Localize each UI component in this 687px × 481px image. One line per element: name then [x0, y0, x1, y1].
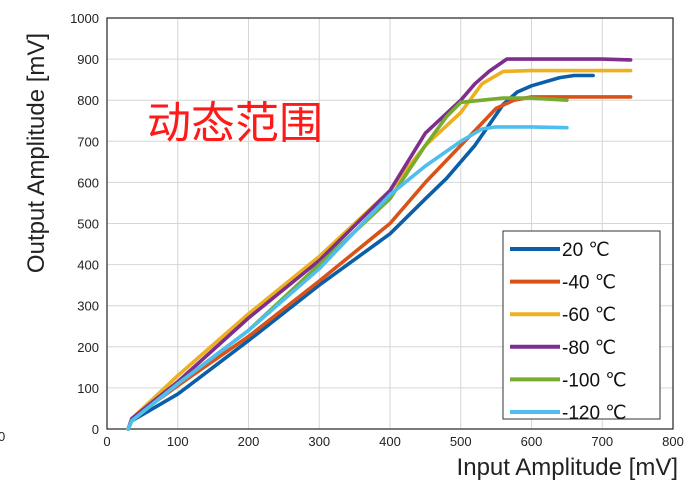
y-tick-label: 300	[77, 299, 99, 314]
y-tick-label: 800	[77, 93, 99, 108]
x-tick-label: 800	[662, 434, 684, 449]
legend-label: 20 ℃	[562, 240, 610, 261]
legend-label: -100 ℃	[562, 370, 627, 391]
series-line	[126, 73, 595, 431]
legend-label: -40 ℃	[562, 273, 616, 294]
plot-frame	[106, 17, 674, 430]
dynamic-range-annotation: 动态范围	[147, 98, 323, 149]
legend-label: -80 ℃	[562, 338, 616, 359]
x-tick-label: 500	[450, 434, 472, 449]
y-tick-label: 700	[77, 134, 99, 149]
x-tick-label: 200	[238, 434, 260, 449]
legend-box	[502, 230, 661, 420]
x-tick-labels: 0 100 200 300 400 500 600 700 800	[103, 434, 683, 449]
series-line	[126, 125, 569, 431]
y-tick-label: 1000	[70, 11, 99, 26]
x-tick-label: 700	[591, 434, 613, 449]
series-line	[126, 95, 633, 431]
series-line	[126, 68, 633, 431]
x-tick-label: 0	[103, 434, 110, 449]
y-tick-label: 500	[77, 217, 99, 232]
legend-label: -60 ℃	[562, 305, 616, 326]
series-line	[126, 57, 633, 431]
legend-label: -120 ℃	[562, 403, 627, 424]
y-tick-label: 400	[77, 258, 99, 273]
y-tick-label: 600	[77, 175, 99, 190]
x-tick-label: 600	[521, 434, 543, 449]
y-tick-label: 100	[77, 381, 99, 396]
stray-zero-label: 0	[0, 429, 5, 444]
x-tick-label: 100	[167, 434, 189, 449]
x-tick-label: 300	[308, 434, 330, 449]
legend: 20 ℃ -40 ℃ -60 ℃ -80 ℃ -100 ℃ -120 ℃	[502, 230, 661, 424]
series-layer	[126, 57, 633, 431]
y-tick-label: 200	[77, 340, 99, 355]
y-tick-label: 900	[77, 52, 99, 67]
x-tick-label: 400	[379, 434, 401, 449]
y-tick-labels: 0 100 200 300 400 500 600 700 800 900 1000	[70, 11, 99, 437]
y-axis-label: Output Amplitude [mV]	[23, 33, 50, 273]
x-axis-label: Input Amplitude [mV]	[457, 454, 678, 481]
y-tick-label: 0	[92, 422, 99, 437]
